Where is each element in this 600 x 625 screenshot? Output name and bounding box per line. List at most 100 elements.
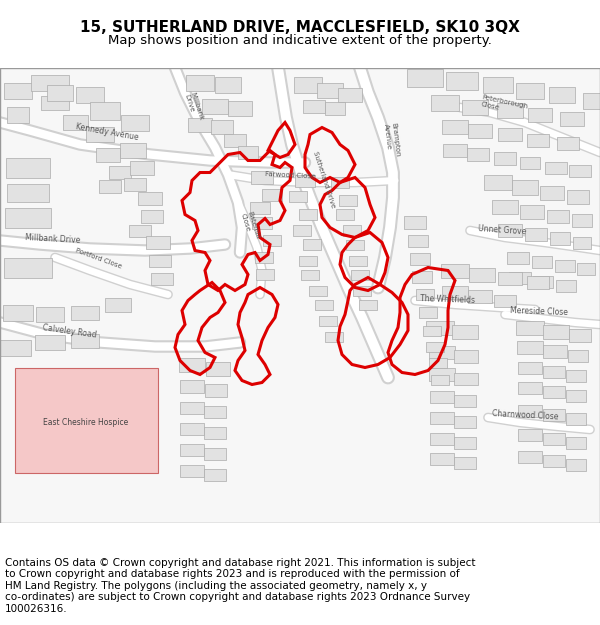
FancyBboxPatch shape — [204, 469, 226, 481]
FancyBboxPatch shape — [430, 432, 454, 444]
FancyBboxPatch shape — [289, 191, 307, 202]
FancyBboxPatch shape — [454, 436, 476, 449]
FancyBboxPatch shape — [96, 148, 120, 161]
FancyBboxPatch shape — [446, 71, 478, 89]
FancyBboxPatch shape — [90, 101, 120, 119]
FancyBboxPatch shape — [180, 444, 204, 456]
FancyBboxPatch shape — [429, 368, 455, 381]
FancyBboxPatch shape — [238, 146, 258, 159]
FancyBboxPatch shape — [494, 294, 516, 306]
FancyBboxPatch shape — [211, 119, 233, 134]
FancyBboxPatch shape — [215, 76, 241, 92]
FancyBboxPatch shape — [419, 307, 437, 318]
FancyBboxPatch shape — [492, 199, 518, 214]
FancyBboxPatch shape — [543, 409, 565, 421]
FancyBboxPatch shape — [349, 256, 367, 266]
FancyBboxPatch shape — [467, 148, 489, 161]
FancyBboxPatch shape — [62, 115, 88, 130]
FancyBboxPatch shape — [109, 166, 131, 179]
Text: Millbank Drive: Millbank Drive — [25, 232, 80, 244]
FancyBboxPatch shape — [566, 436, 586, 449]
FancyBboxPatch shape — [7, 184, 49, 201]
FancyBboxPatch shape — [410, 253, 430, 264]
FancyBboxPatch shape — [351, 269, 369, 279]
Text: The Whitfields: The Whitfields — [420, 294, 475, 304]
FancyBboxPatch shape — [430, 391, 454, 402]
FancyBboxPatch shape — [141, 210, 163, 223]
FancyBboxPatch shape — [293, 225, 311, 236]
FancyBboxPatch shape — [124, 178, 146, 191]
FancyBboxPatch shape — [543, 366, 565, 378]
FancyBboxPatch shape — [224, 134, 246, 147]
Text: Charnwood Close: Charnwood Close — [492, 409, 559, 421]
FancyBboxPatch shape — [301, 269, 319, 279]
FancyBboxPatch shape — [317, 83, 343, 98]
FancyBboxPatch shape — [498, 224, 522, 237]
FancyBboxPatch shape — [484, 175, 512, 190]
FancyBboxPatch shape — [540, 186, 564, 199]
FancyBboxPatch shape — [353, 286, 371, 296]
FancyBboxPatch shape — [557, 137, 579, 150]
FancyBboxPatch shape — [452, 324, 478, 339]
FancyBboxPatch shape — [430, 452, 454, 464]
FancyBboxPatch shape — [205, 384, 227, 397]
FancyBboxPatch shape — [319, 316, 337, 326]
FancyBboxPatch shape — [251, 171, 273, 184]
FancyBboxPatch shape — [572, 214, 592, 227]
FancyBboxPatch shape — [543, 324, 569, 339]
FancyBboxPatch shape — [146, 236, 170, 249]
FancyBboxPatch shape — [7, 106, 29, 123]
FancyBboxPatch shape — [71, 306, 99, 319]
FancyBboxPatch shape — [188, 118, 212, 131]
FancyBboxPatch shape — [573, 236, 591, 249]
FancyBboxPatch shape — [4, 258, 52, 278]
FancyBboxPatch shape — [518, 404, 542, 416]
FancyBboxPatch shape — [35, 335, 65, 350]
FancyBboxPatch shape — [426, 321, 454, 334]
FancyBboxPatch shape — [105, 298, 131, 311]
FancyBboxPatch shape — [520, 156, 540, 169]
FancyBboxPatch shape — [204, 406, 226, 418]
FancyBboxPatch shape — [186, 74, 214, 91]
Text: Calveley Road: Calveley Road — [42, 323, 97, 339]
FancyBboxPatch shape — [76, 86, 104, 103]
FancyBboxPatch shape — [120, 143, 146, 158]
FancyBboxPatch shape — [250, 201, 270, 214]
FancyBboxPatch shape — [338, 88, 362, 101]
FancyBboxPatch shape — [151, 272, 173, 284]
FancyBboxPatch shape — [331, 177, 349, 188]
FancyBboxPatch shape — [527, 276, 549, 289]
FancyBboxPatch shape — [336, 209, 354, 220]
Polygon shape — [15, 368, 158, 472]
FancyBboxPatch shape — [555, 259, 575, 271]
FancyBboxPatch shape — [567, 189, 589, 204]
FancyBboxPatch shape — [545, 161, 567, 174]
FancyBboxPatch shape — [431, 374, 449, 384]
FancyBboxPatch shape — [497, 103, 523, 118]
FancyBboxPatch shape — [202, 99, 228, 114]
FancyBboxPatch shape — [86, 127, 114, 142]
FancyBboxPatch shape — [121, 114, 149, 131]
FancyBboxPatch shape — [532, 256, 552, 268]
FancyBboxPatch shape — [566, 369, 586, 381]
FancyBboxPatch shape — [430, 411, 454, 424]
FancyBboxPatch shape — [566, 389, 586, 401]
FancyBboxPatch shape — [204, 448, 226, 459]
FancyBboxPatch shape — [569, 329, 591, 342]
FancyBboxPatch shape — [263, 235, 281, 246]
FancyBboxPatch shape — [294, 76, 322, 92]
FancyBboxPatch shape — [252, 216, 272, 229]
FancyBboxPatch shape — [299, 256, 317, 266]
FancyBboxPatch shape — [138, 192, 162, 205]
FancyBboxPatch shape — [4, 82, 32, 99]
FancyBboxPatch shape — [149, 254, 171, 266]
FancyBboxPatch shape — [36, 307, 64, 322]
FancyBboxPatch shape — [339, 195, 357, 206]
FancyBboxPatch shape — [520, 204, 544, 219]
FancyBboxPatch shape — [295, 174, 315, 186]
FancyBboxPatch shape — [498, 272, 522, 285]
FancyBboxPatch shape — [518, 429, 542, 441]
FancyBboxPatch shape — [560, 111, 584, 126]
FancyBboxPatch shape — [47, 84, 73, 101]
FancyBboxPatch shape — [517, 341, 543, 354]
